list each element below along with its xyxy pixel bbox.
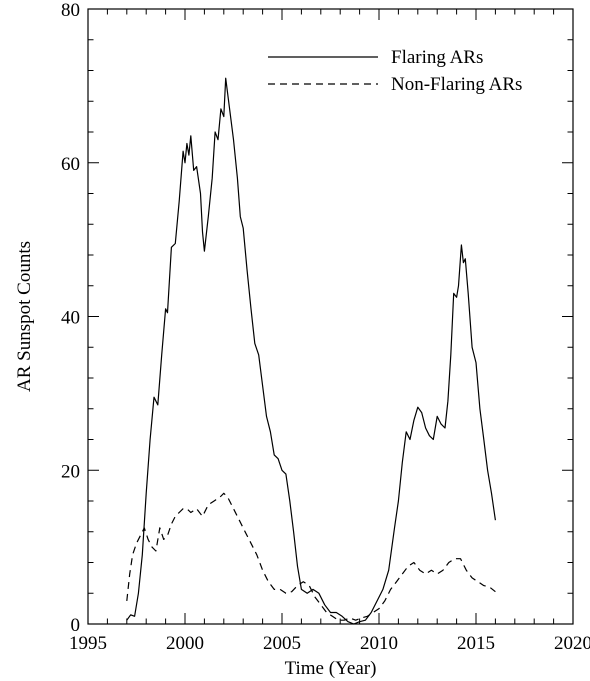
series-line-non-flaring: [126, 492, 496, 621]
axes: 1995 2000 2005 2010 2015 2020 0 20 40 60 80: [61, 0, 590, 654]
x-tick-label: 2020: [554, 633, 590, 654]
legend: Flaring ARs Non-Flaring ARs: [268, 47, 522, 95]
x-axis-label: Time (Year): [285, 658, 377, 679]
plot-frame: [87, 8, 574, 625]
x-tick-label: 1995: [69, 633, 107, 654]
y-axis-label: AR Sunspot Counts: [14, 241, 35, 392]
y-tick-label: 60: [61, 154, 80, 175]
x-tick-label: 2005: [263, 633, 301, 654]
series-layer: [126, 77, 496, 625]
x-tick-label: 2010: [360, 633, 398, 654]
x-tick-label: 2000: [166, 633, 204, 654]
legend-label-flaring: Flaring ARs: [391, 47, 483, 68]
y-tick-label: 0: [71, 615, 81, 636]
legend-label-non-flaring: Non-Flaring ARs: [391, 74, 522, 95]
y-tick-label: 20: [61, 461, 80, 482]
series-line-flaring: [126, 77, 496, 625]
y-tick-label: 80: [61, 0, 80, 21]
x-tick-label: 2015: [457, 633, 495, 654]
y-tick-label: 40: [61, 308, 80, 329]
